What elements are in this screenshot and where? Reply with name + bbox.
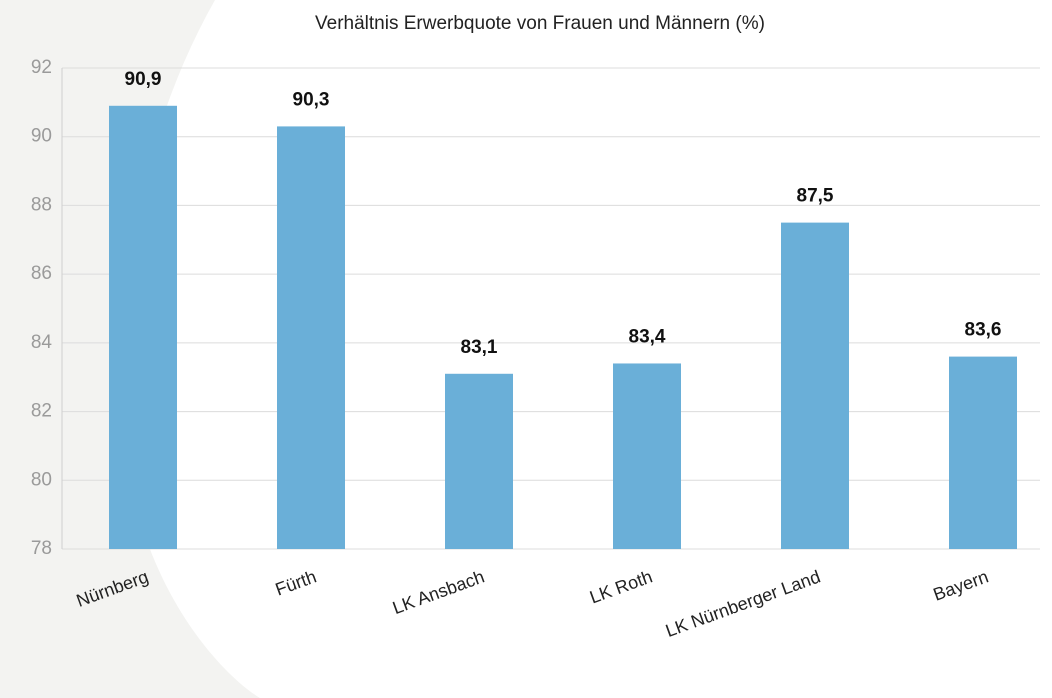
y-tick-label: 78 xyxy=(31,538,52,559)
y-tick-label: 88 xyxy=(31,194,52,215)
y-tick-label: 80 xyxy=(31,469,52,490)
bar xyxy=(109,105,177,550)
bar xyxy=(613,363,681,549)
value-label: 83,1 xyxy=(461,337,498,358)
x-tick-label: LK Ansbach xyxy=(390,566,487,618)
bar xyxy=(781,222,849,549)
chart-title: Verhältnis Erwerbquote von Frauen und Mä… xyxy=(315,13,765,34)
x-tick-label: LK Roth xyxy=(587,566,655,607)
background-shape xyxy=(0,0,260,698)
value-label: 83,4 xyxy=(629,326,666,347)
y-tick-label: 92 xyxy=(31,57,52,78)
x-tick-label: Fürth xyxy=(273,566,319,599)
y-tick-label: 84 xyxy=(31,332,53,353)
bar xyxy=(277,126,345,550)
value-label: 90,9 xyxy=(125,69,162,90)
y-tick-label: 82 xyxy=(31,401,52,422)
value-label: 83,6 xyxy=(965,320,1002,341)
value-label: 90,3 xyxy=(293,89,330,110)
bar xyxy=(445,373,513,549)
y-tick-label: 90 xyxy=(31,126,52,147)
bar xyxy=(949,356,1017,549)
y-tick-label: 86 xyxy=(31,263,52,284)
x-tick-label: LK Nürnberger Land xyxy=(663,566,823,641)
x-tick-label: Bayern xyxy=(931,566,991,604)
value-label: 87,5 xyxy=(797,186,834,207)
